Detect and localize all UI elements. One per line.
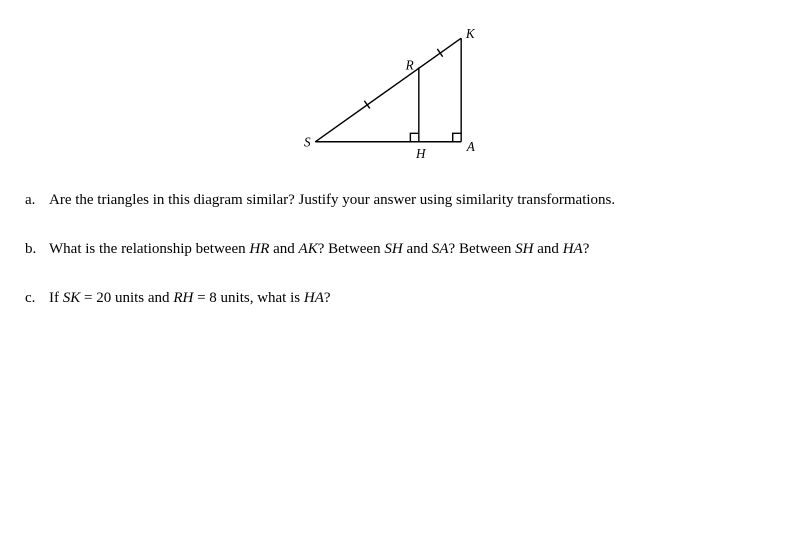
question-text: What is the relationship between HR and … <box>49 239 775 260</box>
svg-text:H: H <box>415 146 427 161</box>
question-label: a. <box>25 190 49 211</box>
question-c: c. If SK = 20 units and RH = 8 units, wh… <box>25 288 775 309</box>
svg-text:S: S <box>304 134 311 149</box>
questions: a. Are the triangles in this diagram sim… <box>0 190 800 309</box>
svg-text:R: R <box>405 57 414 72</box>
question-a: a. Are the triangles in this diagram sim… <box>25 190 775 211</box>
triangle-diagram: S H A R K <box>280 10 520 170</box>
question-label: b. <box>25 239 49 260</box>
diagram-container: S H A R K <box>0 0 800 190</box>
question-text: If SK = 20 units and RH = 8 units, what … <box>49 288 775 309</box>
question-text: Are the triangles in this diagram simila… <box>49 190 775 211</box>
question-label: c. <box>25 288 49 309</box>
svg-text:A: A <box>466 139 476 154</box>
question-b: b. What is the relationship between HR a… <box>25 239 775 260</box>
svg-text:K: K <box>465 26 476 41</box>
